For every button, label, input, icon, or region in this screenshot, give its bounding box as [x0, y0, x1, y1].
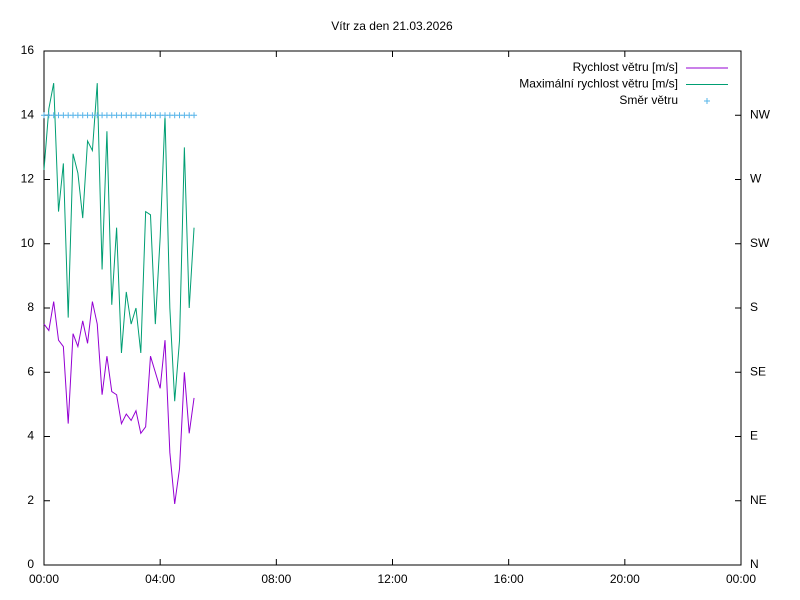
y2-tick-label: SW	[750, 236, 770, 250]
y-tick-label: 2	[27, 493, 34, 507]
y-tick-label: 0	[27, 557, 34, 571]
legend-label: Maximální rychlost větru [m/s]	[519, 77, 678, 91]
y2-tick-label: E	[750, 429, 758, 443]
x-tick-label: 00:00	[726, 572, 756, 586]
legend-marker	[704, 98, 710, 104]
x-tick-label: 00:00	[29, 572, 59, 586]
y-tick-label: 4	[27, 429, 34, 443]
x-tick-label: 08:00	[261, 572, 291, 586]
y2-tick-label: NW	[750, 107, 771, 121]
y2-tick-label: SE	[750, 364, 766, 378]
y2-tick-label: W	[750, 172, 762, 186]
data-line	[43, 301, 195, 505]
chart-title: Vítr za den 21.03.2026	[331, 19, 453, 33]
y-tick-label: 8	[27, 300, 34, 314]
x-tick-label: 12:00	[377, 572, 407, 586]
y2-tick-label: S	[750, 300, 758, 314]
y2-tick-label: NE	[750, 493, 767, 507]
y-tick-label: 6	[27, 364, 34, 378]
data-line	[43, 83, 195, 402]
legend-label: Rychlost větru [m/s]	[573, 60, 678, 74]
legend-label: Směr větru	[619, 93, 678, 107]
x-tick-label: 16:00	[494, 572, 524, 586]
y-tick-label: 12	[21, 172, 35, 186]
point-marker	[191, 112, 198, 119]
y-tick-label: 16	[21, 43, 35, 57]
x-tick-label: 20:00	[610, 572, 640, 586]
x-tick-label: 04:00	[145, 572, 175, 586]
y-tick-label: 10	[21, 236, 35, 250]
y2-tick-label: N	[750, 557, 759, 571]
y-tick-label: 14	[21, 107, 35, 121]
